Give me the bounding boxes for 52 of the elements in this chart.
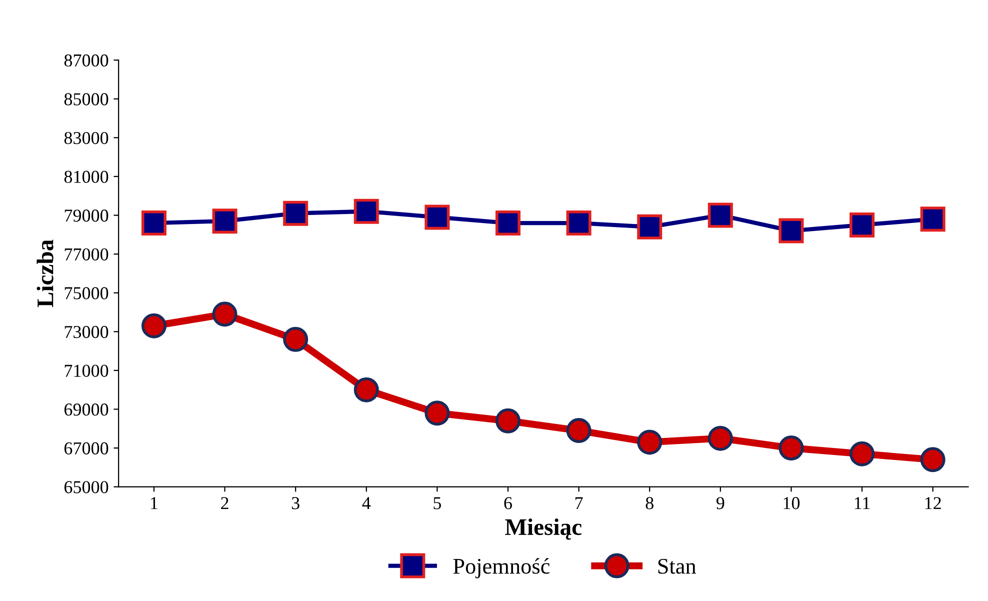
point bbox=[566, 210, 592, 236]
x-tick-label: 5 bbox=[434, 497, 441, 510]
y-tick-label: 67000 bbox=[64, 442, 108, 454]
x-tick-label: 4 bbox=[362, 497, 371, 510]
x-axis-title: Miesiąc bbox=[505, 518, 582, 540]
point bbox=[354, 198, 379, 224]
point bbox=[283, 200, 308, 226]
x-tick-label: 12 bbox=[925, 497, 941, 510]
y-tick-label: 83000 bbox=[64, 132, 108, 144]
point bbox=[212, 208, 238, 234]
x-tick-label: 6 bbox=[504, 497, 512, 510]
point bbox=[850, 441, 875, 466]
y-tick-label: 79000 bbox=[64, 210, 108, 222]
point bbox=[283, 326, 308, 352]
point bbox=[424, 204, 450, 230]
point bbox=[637, 214, 662, 240]
point bbox=[495, 210, 520, 236]
x-tick-label: 11 bbox=[854, 497, 870, 510]
y-axis-title: Liczba bbox=[36, 240, 54, 308]
x-tick-label: 7 bbox=[575, 497, 583, 510]
point bbox=[637, 430, 662, 455]
y-tick-label: 87000 bbox=[64, 54, 108, 67]
point bbox=[495, 408, 520, 434]
y-tick-label: 71000 bbox=[64, 364, 108, 377]
y-tick-label: 77000 bbox=[64, 248, 108, 260]
point bbox=[920, 447, 946, 472]
point bbox=[141, 313, 166, 338]
y-tick-label: 85000 bbox=[64, 93, 108, 106]
x-tick-label: 9 bbox=[716, 497, 724, 510]
point bbox=[141, 210, 166, 236]
legend-label: Stan bbox=[658, 558, 696, 574]
y-tick-label: 81000 bbox=[64, 170, 108, 183]
point bbox=[354, 377, 379, 402]
point bbox=[778, 436, 804, 461]
point bbox=[708, 202, 733, 228]
point bbox=[424, 400, 450, 426]
point bbox=[850, 212, 875, 238]
point bbox=[920, 206, 946, 232]
y-tick-label: 75000 bbox=[64, 287, 108, 300]
y-tick-label: 69000 bbox=[64, 403, 108, 416]
point bbox=[708, 426, 733, 451]
legend-label: Pojemność bbox=[453, 558, 550, 578]
x-tick-label: 1 bbox=[151, 497, 158, 510]
x-tick-label: 8 bbox=[646, 497, 654, 510]
x-tick-label: 10 bbox=[784, 497, 800, 510]
x-tick-label: 2 bbox=[221, 497, 228, 510]
x-tick-label: 3 bbox=[292, 497, 300, 510]
point bbox=[778, 218, 804, 244]
point bbox=[212, 302, 238, 327]
point bbox=[566, 418, 592, 444]
y-tick-label: 65000 bbox=[64, 481, 108, 494]
y-tick-label: 73000 bbox=[64, 326, 108, 338]
